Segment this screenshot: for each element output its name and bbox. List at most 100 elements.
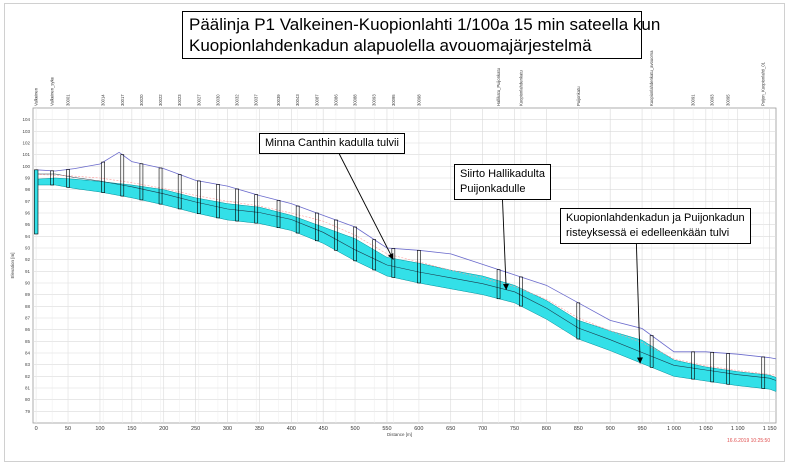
x-tick-label: 450 bbox=[319, 426, 328, 432]
node-label: 30088 bbox=[353, 94, 358, 106]
node-label: 30022 bbox=[158, 94, 163, 106]
x-tick-label: 850 bbox=[574, 426, 583, 432]
manhole bbox=[576, 302, 581, 340]
annotation-arrow bbox=[635, 243, 641, 364]
x-tick-label: 600 bbox=[414, 426, 423, 432]
y-tick-label: 98 bbox=[25, 187, 31, 192]
chart-title-line-2: Kuopionlahdenkadun alapuolella avouomajä… bbox=[189, 36, 592, 55]
energy-line bbox=[36, 174, 777, 376]
x-tick-label: 100 bbox=[95, 426, 104, 432]
node-label: Valkeinen_syke bbox=[50, 76, 55, 106]
x-tick-label: 200 bbox=[159, 426, 168, 432]
annotation-arrowhead bbox=[502, 283, 509, 290]
y-tick-label: 84 bbox=[25, 351, 31, 356]
manhole bbox=[372, 239, 377, 271]
node-label: 30014 bbox=[101, 94, 106, 106]
y-tick-label: 101 bbox=[22, 152, 30, 157]
x-tick-label: 50 bbox=[65, 426, 71, 432]
annotation-kuopionlahdenkatu: Kuopionlahdenkadun ja Puijonkadun ristey… bbox=[560, 208, 751, 244]
x-tick-label: 1 150 bbox=[763, 426, 777, 432]
x-tick-label: 900 bbox=[606, 426, 615, 432]
node-label: 30032 bbox=[235, 94, 240, 106]
node-label: Valkeinen bbox=[34, 87, 39, 106]
x-tick-label: 350 bbox=[255, 426, 264, 432]
annotation-minna-canthin: Minna Canthin kadulla tulvii bbox=[259, 133, 405, 154]
manhole bbox=[139, 163, 144, 201]
y-tick-label: 103 bbox=[22, 129, 30, 134]
annotation-arrowhead bbox=[636, 357, 643, 364]
node-label: 30093 bbox=[710, 94, 715, 106]
manhole bbox=[66, 169, 70, 188]
x-axis-label: Distance [m] bbox=[387, 432, 412, 437]
y-tick-label: 100 bbox=[22, 164, 30, 169]
annotation-arrow bbox=[338, 153, 394, 260]
y-tick-label: 87 bbox=[25, 316, 31, 321]
y-tick-label: 97 bbox=[25, 199, 31, 204]
x-tick-label: 750 bbox=[510, 426, 519, 432]
node-label: 30098 bbox=[416, 94, 421, 106]
pipe-crown-line bbox=[36, 173, 777, 381]
y-tick-label: 93 bbox=[25, 246, 31, 251]
x-tick-label: 550 bbox=[382, 426, 391, 432]
timestamp-footer: 16.6.2019 10:25:50 bbox=[727, 438, 771, 444]
node-label: Kuopionlahdenkatu bbox=[518, 69, 523, 106]
y-tick-label: 81 bbox=[25, 386, 31, 391]
node-label: 30095 bbox=[726, 94, 731, 106]
y-tick-label: 79 bbox=[25, 409, 31, 414]
node-label: Hallikatu_Puijonkatu bbox=[496, 67, 501, 106]
y-tick-label: 82 bbox=[25, 374, 31, 379]
manhole-layer bbox=[34, 154, 766, 389]
annotation-arrow bbox=[502, 199, 507, 291]
x-tick-label: 150 bbox=[127, 426, 136, 432]
manhole bbox=[710, 351, 715, 383]
y-axis-label: Elevation [m] bbox=[10, 252, 15, 278]
manhole bbox=[519, 276, 523, 307]
manhole bbox=[353, 226, 357, 262]
y-tick-label: 80 bbox=[25, 397, 31, 402]
inlet-manhole bbox=[34, 169, 39, 235]
y-tick-label: 102 bbox=[22, 141, 30, 146]
x-tick-label: 250 bbox=[191, 426, 200, 432]
node-label: 30093 bbox=[372, 94, 377, 106]
annotation-arrows bbox=[338, 153, 643, 364]
manhole bbox=[235, 188, 239, 222]
node-label: 30095 bbox=[391, 94, 396, 106]
node-label: 30037 bbox=[254, 94, 259, 106]
manhole bbox=[216, 184, 220, 219]
node-label: 30091 bbox=[691, 94, 696, 106]
x-tick-label: 300 bbox=[223, 426, 232, 432]
manhole bbox=[295, 205, 300, 234]
manhole bbox=[177, 174, 182, 210]
node-lines: Valkeinen Valkeinen_syke 30001 30014 30017 30… bbox=[34, 50, 766, 423]
x-tick-label: 700 bbox=[478, 426, 487, 432]
manhole bbox=[120, 154, 125, 197]
y-tick-label: 85 bbox=[25, 339, 31, 344]
manhole bbox=[197, 180, 201, 215]
manhole bbox=[276, 200, 281, 228]
manhole bbox=[761, 356, 766, 389]
node-label: 30001 bbox=[66, 94, 71, 106]
y-tick-label: 92 bbox=[25, 257, 31, 262]
chart-title-box: Päälinja P1 Valkeinen-Kuopionlahti 1/100… bbox=[182, 11, 660, 59]
node-label: 30020 bbox=[139, 94, 144, 106]
y-tick-label: 83 bbox=[25, 362, 31, 367]
y-tick-label: 89 bbox=[25, 292, 31, 297]
y-tick-label: 95 bbox=[25, 222, 31, 227]
manhole bbox=[726, 353, 730, 385]
annotation-text: Puijonkadulle bbox=[460, 183, 526, 195]
y-tick-label: 86 bbox=[25, 327, 31, 332]
node-label: Puijon_Kuopionlahti_01 bbox=[761, 61, 766, 106]
manhole bbox=[254, 194, 259, 224]
y-tick-label: 90 bbox=[25, 281, 31, 286]
y-tick-label: 94 bbox=[25, 234, 31, 239]
manhole bbox=[101, 161, 105, 193]
node-label: 30039 bbox=[276, 94, 281, 106]
node-label: 30086 bbox=[333, 94, 338, 106]
annotation-text: Kuopionlahdenkadun ja Puijonkadun bbox=[566, 212, 745, 224]
series-layer bbox=[35, 151, 777, 392]
x-tick-label: 650 bbox=[446, 426, 455, 432]
annotation-arrowhead bbox=[387, 252, 394, 260]
y-tick-label: 99 bbox=[25, 176, 31, 181]
manhole bbox=[315, 212, 319, 242]
x-tick-label: 1 100 bbox=[731, 426, 745, 432]
